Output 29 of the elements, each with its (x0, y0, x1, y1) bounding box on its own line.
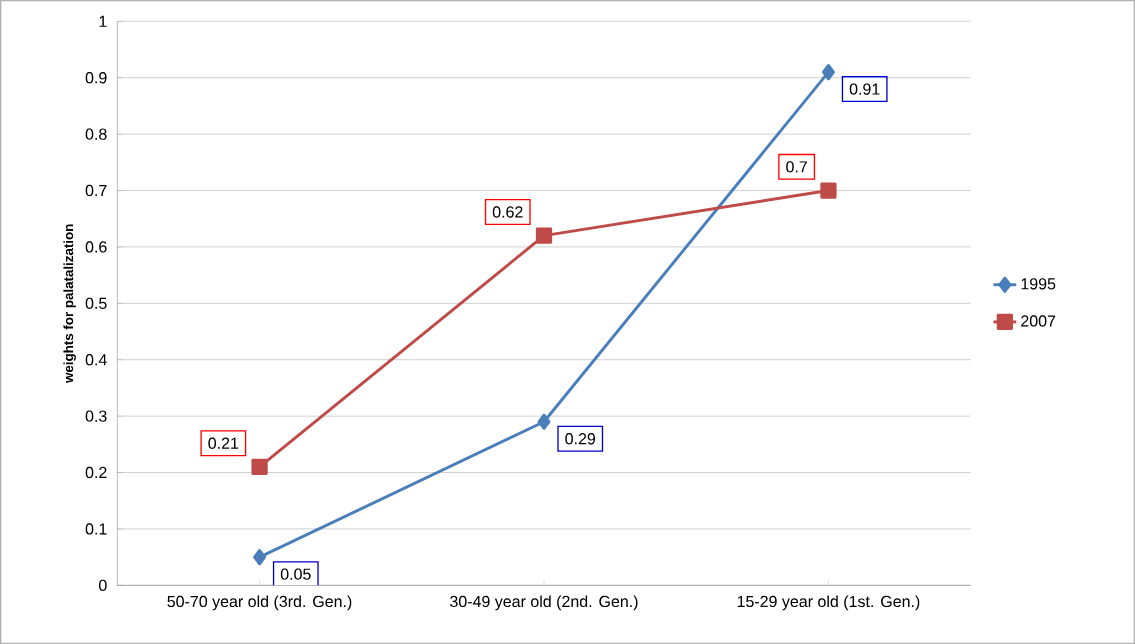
y-tick-label: 0 (99, 579, 107, 591)
y-axis-title: weights for palatalization (63, 224, 76, 384)
x-tick-label: 50-70 year old (3rd. Gen.) (167, 595, 352, 611)
y-tick-label: 0.6 (85, 241, 107, 253)
data-label: 0.91 (849, 83, 880, 95)
point (535, 227, 553, 244)
y-tick-label: 0.9 (85, 72, 107, 84)
x-tick-label: 15-29 year old (1st. Gen.) (737, 595, 920, 611)
legend-label: 2007 (1021, 315, 1056, 327)
y-tick-label: 0.5 (85, 297, 107, 309)
point (821, 63, 835, 81)
y-tick-label: 0.3 (85, 410, 107, 422)
point (820, 182, 837, 199)
y-tick-label: 0.2 (85, 466, 107, 479)
legend-label: 1995 (1021, 278, 1056, 290)
point (537, 413, 551, 430)
y-tick-label: 1 (99, 15, 107, 27)
data-label: 0.7 (786, 161, 807, 173)
data-label: 0.62 (492, 206, 523, 218)
point (251, 458, 268, 476)
y-tick-label: 0.8 (85, 128, 107, 140)
data-label: 0.05 (280, 568, 311, 580)
point (253, 548, 267, 566)
data-label: 0.21 (208, 437, 239, 449)
y-tick-label: 0.1 (85, 523, 107, 535)
x-tick-label: 30-49 year old (2nd. Gen.) (450, 595, 638, 611)
y-tick-label: 0.4 (85, 354, 107, 366)
data-label: 0.29 (565, 433, 596, 445)
y-tick-label: 0.7 (85, 184, 107, 197)
